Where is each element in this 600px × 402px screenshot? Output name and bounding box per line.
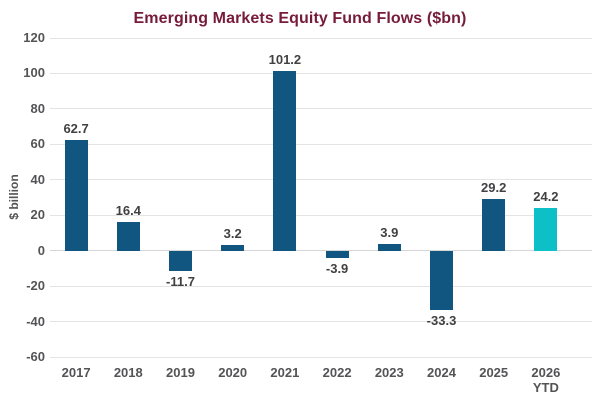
y-tick-label: 120 xyxy=(23,30,45,45)
gridline xyxy=(50,321,592,323)
gridline xyxy=(50,179,592,181)
bar-2023 xyxy=(377,243,401,251)
x-axis-label-2021: 2021 xyxy=(270,365,300,380)
bar-value-label: 24.2 xyxy=(533,188,559,204)
bar-2022 xyxy=(325,250,349,258)
zero-gridline xyxy=(50,250,592,252)
y-tick-label: 0 xyxy=(37,242,45,258)
x-axis-label-2017: 2017 xyxy=(61,365,91,380)
bar-value-label: 16.4 xyxy=(115,202,141,218)
x-axis-label-2019: 2019 xyxy=(166,365,195,380)
gridline xyxy=(50,108,592,110)
bar-value-label: -11.7 xyxy=(166,274,195,290)
y-tick-label: -60 xyxy=(26,349,45,364)
bar-2024 xyxy=(430,250,453,310)
bar-value-label: -33.3 xyxy=(426,312,457,328)
y-tick-label: 40 xyxy=(30,171,45,187)
x-axis-label-2022: 2022 xyxy=(322,365,352,380)
gridline xyxy=(50,356,592,358)
gridline xyxy=(50,285,592,287)
bar-2018 xyxy=(116,221,140,251)
bar-2021 xyxy=(273,71,297,251)
bar-value-label: 101.2 xyxy=(268,52,302,68)
bar-value-label: -3.9 xyxy=(325,260,349,276)
y-tick-label: 80 xyxy=(30,100,45,116)
y-tick-label: -40 xyxy=(26,313,45,329)
bar-2019 xyxy=(169,250,192,272)
bar-2026 xyxy=(534,207,558,251)
gridline xyxy=(50,214,592,216)
bar-value-label: 3.2 xyxy=(223,225,242,241)
x-axis-label-2020: 2020 xyxy=(218,365,248,380)
y-tick-label: 60 xyxy=(30,136,45,152)
bar-2020 xyxy=(221,244,245,251)
x-axis-label-2026: 2026 YTD xyxy=(511,365,581,395)
y-tick-label: 20 xyxy=(30,207,45,223)
gridline xyxy=(50,37,592,39)
y-tick-label: -20 xyxy=(26,278,45,294)
bar-value-label: 3.9 xyxy=(380,224,399,240)
bar-value-label: 62.7 xyxy=(63,120,89,136)
bar-2025 xyxy=(482,198,506,251)
gridline xyxy=(50,143,592,145)
y-tick-label: 100 xyxy=(23,65,45,81)
chart-title: Emerging Markets Equity Fund Flows ($bn) xyxy=(133,10,467,27)
x-axis-label-2024: 2024 xyxy=(427,365,456,380)
gridline xyxy=(50,72,592,74)
x-axis-label-2018: 2018 xyxy=(113,365,143,380)
bar-value-label: 29.2 xyxy=(481,179,507,195)
bar-2017 xyxy=(64,139,88,251)
x-axis-label-2023: 2023 xyxy=(374,365,404,380)
x-axis-label-2025: 2025 xyxy=(479,365,509,380)
x-axis-label-suffix: YTD xyxy=(532,380,559,395)
